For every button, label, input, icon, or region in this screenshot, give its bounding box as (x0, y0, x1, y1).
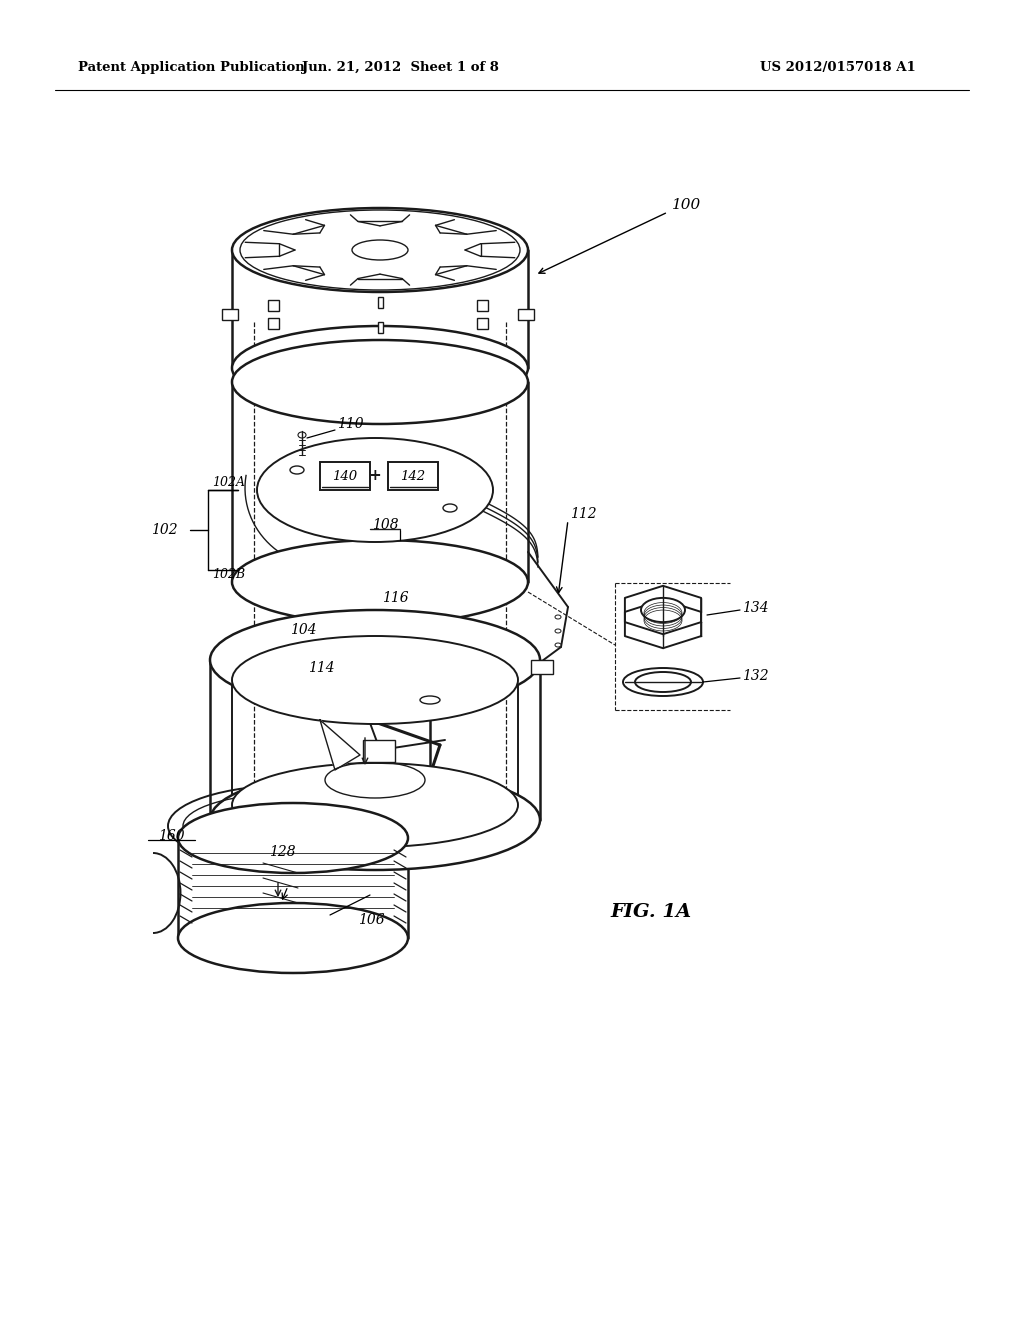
Ellipse shape (443, 504, 457, 512)
Ellipse shape (210, 770, 540, 870)
Text: 128: 128 (268, 845, 295, 859)
FancyBboxPatch shape (267, 318, 279, 329)
FancyBboxPatch shape (267, 301, 279, 312)
Ellipse shape (232, 636, 518, 723)
Ellipse shape (635, 672, 691, 692)
Ellipse shape (210, 610, 540, 710)
Text: 100: 100 (672, 198, 701, 213)
Bar (531, 660, 553, 675)
Polygon shape (625, 586, 701, 634)
Bar (362, 741, 395, 762)
Text: 104: 104 (290, 623, 316, 638)
FancyBboxPatch shape (477, 301, 488, 312)
Text: +: + (369, 469, 381, 483)
Text: 102: 102 (152, 523, 178, 537)
Ellipse shape (178, 903, 408, 973)
Text: 160: 160 (159, 829, 185, 843)
Text: 116: 116 (382, 591, 409, 605)
Text: 140: 140 (333, 470, 357, 483)
Ellipse shape (232, 326, 528, 411)
Text: 112: 112 (570, 507, 597, 521)
Ellipse shape (232, 540, 528, 624)
Text: 114: 114 (308, 661, 335, 675)
Polygon shape (319, 719, 360, 770)
Text: 102A: 102A (212, 475, 245, 488)
Text: Jun. 21, 2012  Sheet 1 of 8: Jun. 21, 2012 Sheet 1 of 8 (301, 62, 499, 74)
Ellipse shape (555, 643, 561, 647)
FancyBboxPatch shape (477, 318, 488, 329)
Polygon shape (625, 599, 701, 648)
Ellipse shape (290, 466, 304, 474)
FancyBboxPatch shape (378, 322, 383, 333)
Ellipse shape (298, 432, 306, 438)
Ellipse shape (420, 696, 440, 704)
Bar (319, 462, 370, 490)
Text: 110: 110 (337, 417, 364, 432)
Text: FIG. 1A: FIG. 1A (610, 903, 691, 921)
Text: 106: 106 (358, 913, 385, 927)
Text: 142: 142 (400, 470, 426, 483)
Ellipse shape (232, 341, 528, 424)
Text: 132: 132 (742, 669, 769, 682)
Ellipse shape (178, 803, 408, 873)
Ellipse shape (555, 615, 561, 619)
Ellipse shape (232, 209, 528, 292)
Text: US 2012/0157018 A1: US 2012/0157018 A1 (760, 62, 915, 74)
Text: 108: 108 (372, 517, 398, 532)
Ellipse shape (257, 438, 493, 543)
Ellipse shape (352, 240, 408, 260)
Ellipse shape (555, 630, 561, 634)
Bar (388, 462, 438, 490)
Text: 134: 134 (742, 601, 769, 615)
Text: 102B: 102B (212, 569, 245, 582)
FancyBboxPatch shape (378, 297, 383, 308)
Text: Patent Application Publication: Patent Application Publication (78, 62, 305, 74)
Ellipse shape (623, 668, 703, 696)
Ellipse shape (641, 598, 685, 622)
FancyBboxPatch shape (518, 309, 534, 321)
Ellipse shape (232, 763, 518, 847)
FancyBboxPatch shape (222, 309, 238, 321)
